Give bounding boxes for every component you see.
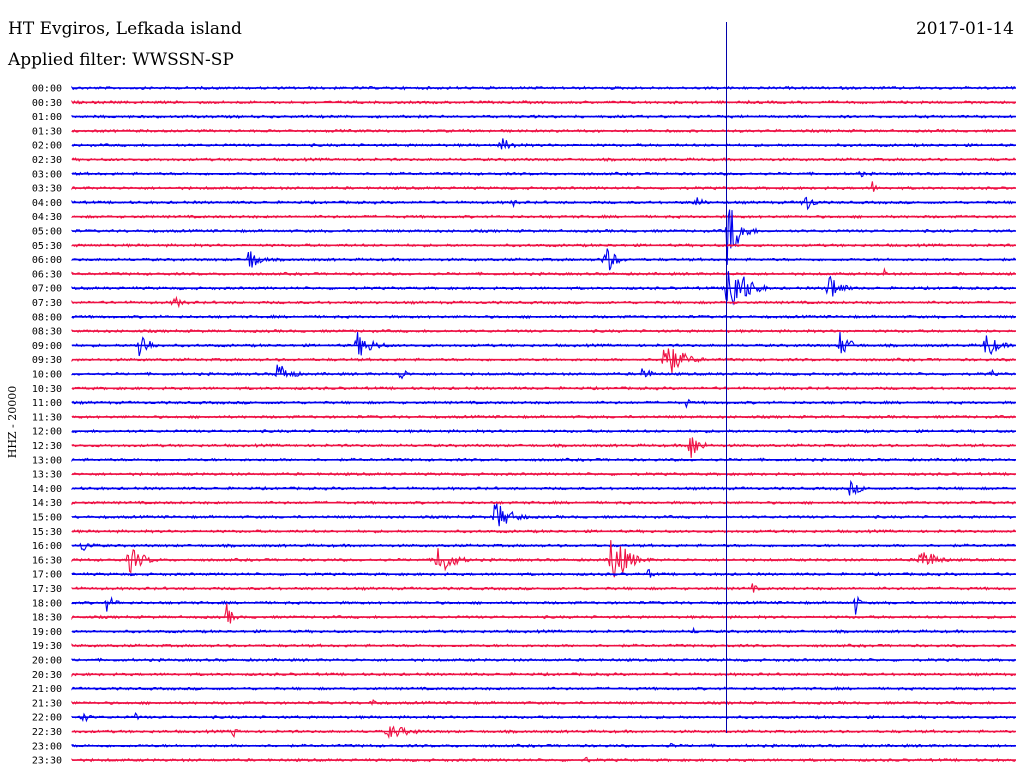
row-time-label: 08:30 — [32, 327, 62, 338]
row-time-label: 18:30 — [32, 613, 62, 624]
row-time-label: 09:00 — [32, 341, 62, 352]
row-time-label: 17:30 — [32, 584, 62, 595]
row-time-label: 07:00 — [32, 284, 62, 295]
trace-row-0700 — [71, 271, 1016, 306]
trace-row-0330 — [71, 181, 1016, 192]
row-time-label: 11:00 — [32, 398, 62, 409]
row-time-label: 02:00 — [32, 141, 62, 152]
row-time-label: 22:00 — [32, 713, 62, 724]
row-time-label: 15:30 — [32, 527, 62, 538]
row-time-label: 12:00 — [32, 427, 62, 438]
row-time-label: 09:30 — [32, 355, 62, 366]
row-time-label: 00:30 — [32, 98, 62, 109]
row-time-label: 10:00 — [32, 370, 62, 381]
trace-row-0200 — [71, 138, 1016, 150]
row-time-label: 01:00 — [32, 112, 62, 123]
row-label-group: 00:00 00:30 01:00 01:30 02:00 02:30 03:00 03:30… — [32, 84, 62, 767]
y-axis-label: HHZ - 20000 — [6, 386, 19, 459]
trace-row-1800 — [71, 595, 1016, 615]
trace-group — [71, 85, 1016, 763]
row-time-label: 19:30 — [32, 641, 62, 652]
trace-row-1000 — [71, 364, 1016, 380]
row-time-label: 20:00 — [32, 656, 62, 667]
row-time-label: 04:30 — [32, 212, 62, 223]
row-time-label: 14:30 — [32, 498, 62, 509]
row-time-label: 21:00 — [32, 684, 62, 695]
row-time-label: 15:00 — [32, 513, 62, 524]
row-time-label: 18:00 — [32, 598, 62, 609]
row-time-label: 12:30 — [32, 441, 62, 452]
row-time-label: 03:00 — [32, 169, 62, 180]
row-time-label: 23:30 — [32, 756, 62, 767]
row-time-label: 17:00 — [32, 570, 62, 581]
row-time-label: 22:30 — [32, 727, 62, 738]
row-time-label: 13:30 — [32, 470, 62, 481]
row-time-label: 23:00 — [32, 741, 62, 752]
row-time-label: 05:00 — [32, 227, 62, 238]
row-time-label: 20:30 — [32, 670, 62, 681]
row-time-label: 16:30 — [32, 555, 62, 566]
row-time-label: 21:30 — [32, 698, 62, 709]
row-time-label: 07:30 — [32, 298, 62, 309]
date-label: 2017-01-14 — [915, 19, 1014, 39]
trace-row-1230 — [71, 437, 1016, 458]
row-time-label: 10:30 — [32, 384, 62, 395]
row-time-label: 06:30 — [32, 269, 62, 280]
row-time-label: 03:30 — [32, 184, 62, 195]
row-time-label: 16:00 — [32, 541, 62, 552]
row-time-label: 14:00 — [32, 484, 62, 495]
row-time-label: 08:00 — [32, 312, 62, 323]
row-time-label: 13:00 — [32, 455, 62, 466]
row-time-label: 06:00 — [32, 255, 62, 266]
trace-row-0900 — [71, 331, 1016, 357]
station-title: HT Evgiros, Lefkada island — [8, 19, 242, 39]
filter-subtitle: Applied filter: WWSSN-SP — [8, 50, 234, 70]
trace-row-0930 — [71, 348, 1016, 373]
trace-row-1500 — [71, 503, 1016, 527]
row-time-label: 04:00 — [32, 198, 62, 209]
row-time-label: 05:30 — [32, 241, 62, 252]
row-time-label: 11:30 — [32, 412, 62, 423]
trace-row-1830 — [71, 603, 1016, 624]
row-time-label: 02:30 — [32, 155, 62, 166]
row-time-label: 01:30 — [32, 126, 62, 137]
row-time-label: 19:00 — [32, 627, 62, 638]
row-time-label: 00:00 — [32, 84, 62, 95]
